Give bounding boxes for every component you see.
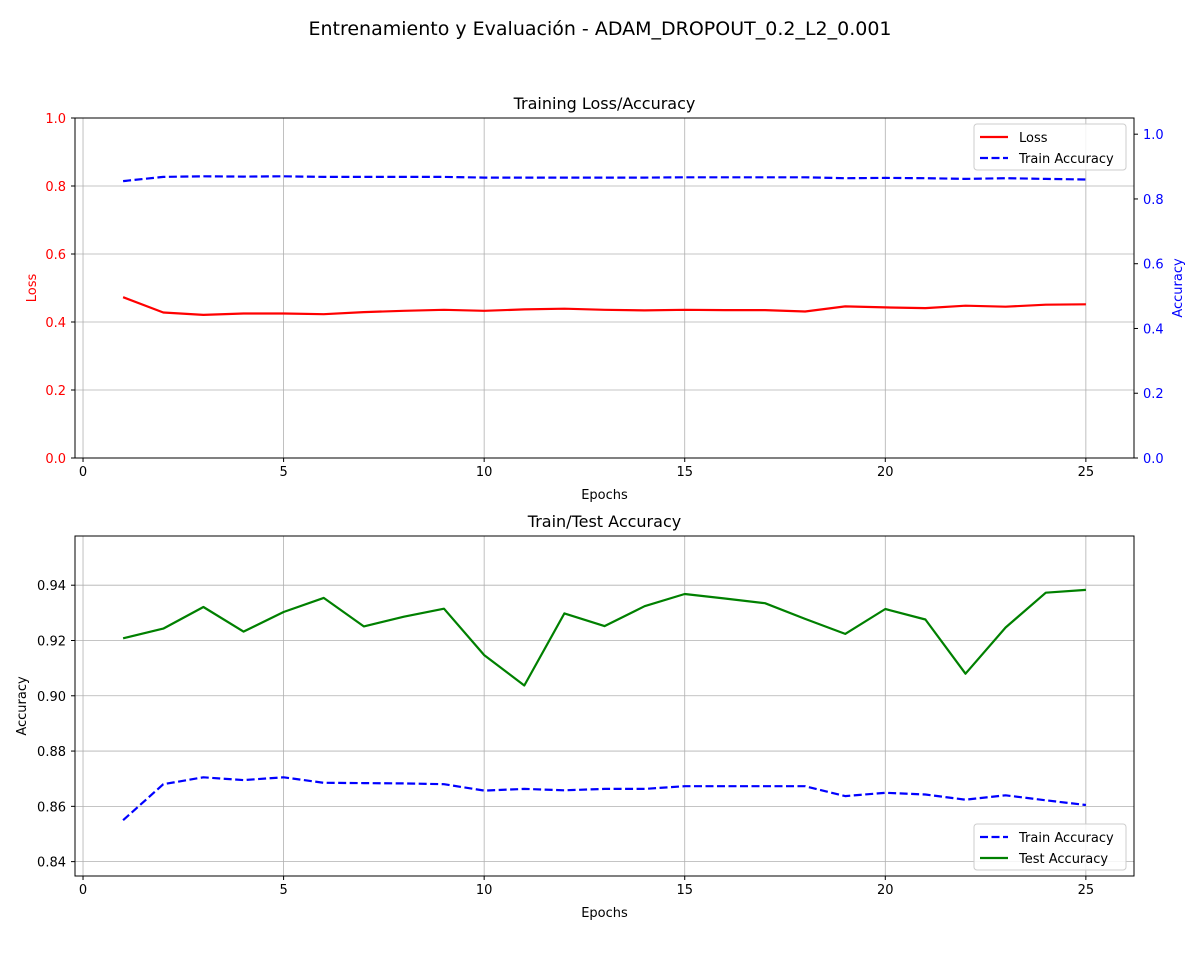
x-tick-label: 0: [79, 465, 87, 480]
y-tick-label: 0.92: [37, 634, 66, 649]
y-tick-label: 0.84: [37, 856, 66, 871]
y-tick-label: 0.6: [45, 248, 66, 263]
y-tick-label: 0.94: [37, 579, 66, 594]
train-test-accuracy-chart: 0 5 10 15 20 25 0.84 0.86 0.88 0.90 0.92 0.94 Train/…: [15, 512, 1135, 921]
legend-label: Test Accuracy: [1018, 852, 1108, 867]
x-tick-label: 25: [1078, 465, 1095, 480]
y-tick-label: 0.0: [45, 452, 66, 467]
x-tick-label: 0: [79, 883, 87, 898]
legend-label: Train Accuracy: [1018, 831, 1114, 846]
legend-box: [973, 123, 1127, 171]
legend-label: Loss: [1019, 131, 1048, 146]
y-tick-label: 0.86: [37, 800, 66, 815]
y-right-tick-label: 0.4: [1143, 322, 1164, 337]
y-tick-label: 0.90: [37, 690, 66, 705]
x-tick-label: 5: [279, 465, 287, 480]
x-tick-label: 15: [676, 883, 693, 898]
axes-frame: [74, 117, 1135, 459]
x-tick-label: 10: [476, 465, 493, 480]
series-line-train-accuracy: [122, 776, 1087, 822]
y-right-tick-label: 0.0: [1143, 452, 1164, 467]
y-right-tick-label: 0.2: [1143, 387, 1164, 402]
y-tick-label: 0.2: [45, 384, 66, 399]
x-axis-label: Epochs: [581, 488, 628, 503]
x-axis-label: Epochs: [581, 906, 628, 921]
axes-frame: [74, 535, 1135, 877]
x-tick-label: 20: [877, 465, 894, 480]
x-tick-label: 5: [279, 883, 287, 898]
y-axis-label: Loss: [25, 274, 40, 303]
figure-suptitle: Entrenamiento y Evaluación - ADAM_DROPOU…: [308, 18, 891, 40]
axes-title: Train/Test Accuracy: [527, 512, 681, 531]
y-tick-label: 1.0: [45, 112, 66, 127]
y-right-tick-label: 1.0: [1143, 128, 1164, 143]
x-tick-label: 25: [1078, 883, 1095, 898]
legend-box: [973, 823, 1127, 871]
y-right-tick-label: 0.8: [1143, 193, 1164, 208]
series-line-train-accuracy: [122, 175, 1086, 183]
y-right-axis-label: Accuracy: [1171, 258, 1186, 318]
series-line-loss: [122, 296, 1086, 316]
y-tick-label: 0.4: [45, 316, 66, 331]
axes-title: Training Loss/Accuracy: [513, 94, 696, 113]
x-tick-label: 10: [476, 883, 493, 898]
x-tick-label: 15: [676, 465, 693, 480]
legend-label: Train Accuracy: [1018, 152, 1114, 167]
y-axis-label: Accuracy: [15, 676, 30, 736]
y-tick-label: 0.88: [37, 745, 66, 760]
training-loss-accuracy-chart: 0 5 10 15 20 25 0.0 0.2 0.4 0.6 0.8 1.0 0.0 0.2 0.4 0.6…: [25, 94, 1186, 503]
y-tick-label: 0.8: [45, 180, 66, 195]
y-right-tick-label: 0.6: [1143, 258, 1164, 273]
series-line-test-accuracy: [122, 588, 1086, 687]
x-tick-label: 20: [877, 883, 894, 898]
